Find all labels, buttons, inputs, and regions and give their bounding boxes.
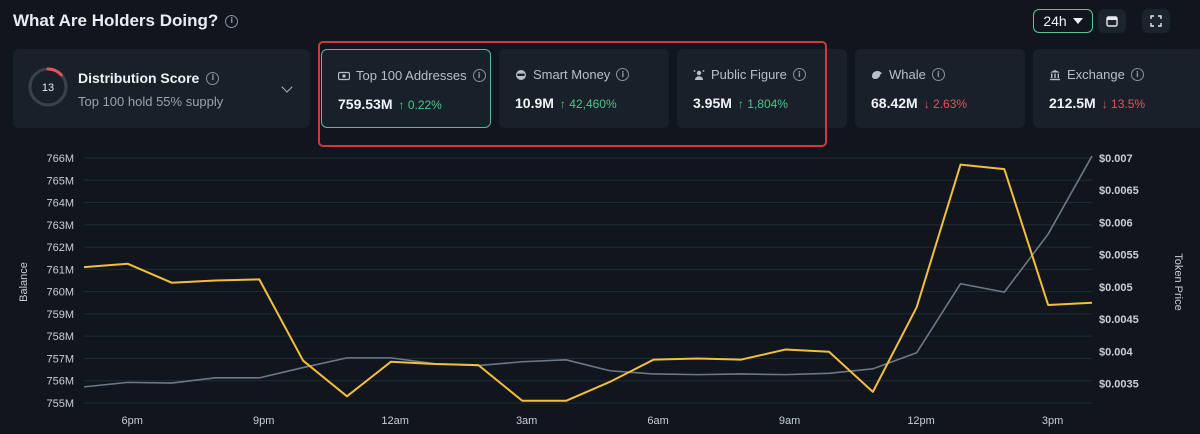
highlight-box: [318, 41, 827, 147]
y-tick-label: 762M: [46, 242, 74, 254]
token-price-line: [83, 155, 1093, 388]
x-tick-label: 12am: [381, 415, 409, 427]
info-icon[interactable]: i: [225, 14, 239, 28]
card-label: Smart Money: [533, 67, 611, 82]
right-axis-label: Token Price: [1172, 253, 1184, 310]
card-label: Exchange: [1067, 67, 1125, 82]
x-tick-label: 6pm: [122, 415, 143, 427]
calendar-button[interactable]: [1098, 9, 1126, 33]
info-icon[interactable]: i: [616, 68, 630, 81]
x-tick-label: 3pm: [1042, 415, 1063, 427]
card-change: ↓ 13.5%: [1101, 97, 1146, 111]
card-value: 3.95M: [693, 95, 732, 111]
left-axis-label: Balance: [18, 262, 30, 302]
y2-tick-label: $0.0065: [1099, 185, 1139, 197]
exchange-icon: [1050, 69, 1060, 80]
y2-tick-label: $0.007: [1099, 153, 1133, 165]
card-value: 212.5M: [1049, 95, 1096, 111]
card-change: ↑ 1,804%: [737, 97, 788, 111]
distribution-subtitle: Top 100 hold 55% supply: [78, 94, 224, 109]
card-top-100-addresses[interactable]: Top 100 Addresses i 759.53M ↑ 0.22%: [321, 49, 491, 128]
card-label: Top 100 Addresses: [356, 68, 467, 83]
balance-line: [83, 163, 1093, 402]
y-tick-label: 765M: [46, 175, 74, 187]
wallet-icon: [338, 71, 350, 80]
y-tick-label: 760M: [46, 287, 74, 299]
score-gauge: 13: [28, 67, 68, 107]
card-label: Whale: [889, 67, 926, 82]
card-smart-money[interactable]: Smart Money i 10.9M ↑ 42,460%: [499, 49, 669, 128]
card-label: Public Figure: [711, 67, 787, 82]
distribution-score-card[interactable]: 13: [13, 49, 310, 128]
card-whale[interactable]: Whale i 68.42M ↓ 2.63%: [855, 49, 1025, 128]
card-exchange[interactable]: Exchange i 212.5M ↓ 13.5%: [1033, 49, 1200, 128]
y2-tick-label: $0.0055: [1099, 250, 1139, 262]
x-axis-ticks: 6pm 9pm 12am 3am 6am 9am 12pm 3pm: [122, 415, 1064, 427]
page-title: What Are Holders Doing? i: [13, 11, 239, 31]
x-tick-label: 9am: [779, 415, 800, 427]
y2-tick-label: $0.0035: [1099, 379, 1139, 391]
right-axis-ticks: $0.0035 $0.004 $0.0045 $0.005 $0.0055 $0.006 $…: [1099, 153, 1139, 391]
whale-icon: [872, 70, 882, 79]
y-tick-label: 755M: [46, 398, 74, 410]
card-change: ↑ 42,460%: [559, 97, 617, 111]
public-figure-icon: [693, 69, 705, 80]
x-tick-label: 12pm: [907, 415, 935, 427]
x-tick-label: 9pm: [253, 415, 274, 427]
chevron-down-icon: [1072, 18, 1083, 24]
x-tick-label: 6am: [647, 415, 668, 427]
card-value: 759.53M: [338, 96, 393, 112]
y-tick-label: 759M: [46, 309, 74, 321]
y-tick-label: 763M: [46, 220, 74, 232]
card-change: ↓ 2.63%: [923, 97, 968, 111]
info-icon[interactable]: i: [931, 68, 945, 81]
chart-grid: [84, 157, 1092, 404]
card-change: ↑ 0.22%: [398, 98, 442, 112]
info-icon[interactable]: i: [206, 71, 220, 85]
info-icon[interactable]: i: [472, 69, 486, 82]
expand-icon: [1150, 15, 1162, 27]
card-public-figure[interactable]: Public Figure i 3.95M ↑ 1,804%: [677, 49, 847, 128]
y2-tick-label: $0.0045: [1099, 314, 1139, 326]
y-tick-label: 761M: [46, 264, 74, 276]
y-tick-label: 766M: [46, 153, 74, 165]
smart-money-icon: [516, 69, 526, 80]
y-tick-label: 764M: [46, 198, 74, 210]
info-icon[interactable]: i: [792, 68, 806, 81]
y-tick-label: 758M: [46, 331, 74, 343]
card-value: 10.9M: [515, 95, 554, 111]
calendar-icon: [1106, 16, 1118, 27]
y2-tick-label: $0.006: [1099, 217, 1133, 229]
score-value: 13: [42, 82, 54, 94]
card-value: 68.42M: [871, 95, 918, 111]
y2-tick-label: $0.005: [1099, 282, 1133, 294]
distribution-title: Distribution Score i: [78, 70, 220, 86]
x-tick-label: 3am: [516, 415, 537, 427]
y-tick-label: 757M: [46, 353, 74, 365]
timeframe-dropdown[interactable]: 24h: [1033, 9, 1093, 33]
fullscreen-button[interactable]: [1142, 9, 1170, 33]
y2-tick-label: $0.004: [1099, 346, 1134, 358]
info-icon[interactable]: i: [1130, 68, 1144, 81]
left-axis-ticks: 755M 756M 757M 758M 759M 760M 761M 762M 763M 764M…: [46, 153, 74, 410]
y-tick-label: 756M: [46, 376, 74, 388]
